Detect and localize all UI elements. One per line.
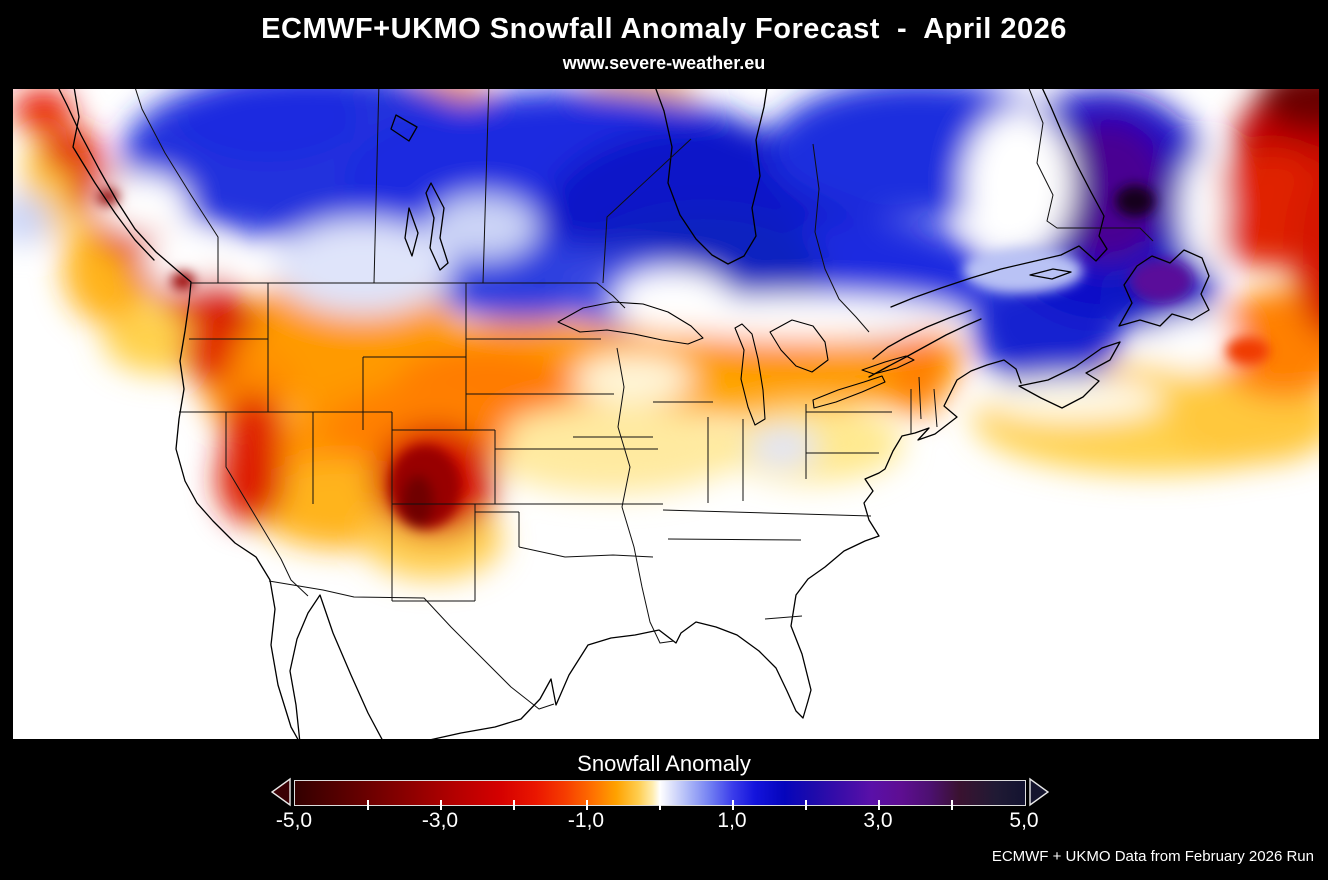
- colorbar-left-arrow-icon: [271, 777, 291, 807]
- page-subtitle: www.severe-weather.eu: [562, 53, 766, 73]
- footer-credit: ECMWF + UKMO Data from February 2026 Run: [991, 848, 1314, 865]
- map-state-borders: [135, 89, 1154, 710]
- colorbar-tick-labels: -5,0 -3,0 -1,0 1,0 3,0 5,0: [276, 809, 1039, 835]
- map-coastlines: [58, 89, 1210, 739]
- colorbar-minor-tick: [878, 800, 880, 810]
- colorbar-title: Snowfall Anomaly: [577, 751, 751, 776]
- colorbar-right-arrow-icon: [1029, 777, 1049, 807]
- colorbar-tick-label: 1,0: [717, 809, 747, 832]
- colorbar-tick-label: 5,0: [1009, 809, 1039, 832]
- colorbar-minor-tick: [732, 800, 734, 810]
- colorbar-minor-tick: [659, 800, 661, 810]
- colorbar-minor-tick: [367, 800, 369, 810]
- colorbar-minor-tick: [440, 800, 442, 810]
- colorbar-minor-tick: [951, 800, 953, 810]
- colorbar-tick-label: -5,0: [275, 809, 313, 832]
- forecast-map-container: [13, 89, 1319, 739]
- colorbar-tick-label: -1,0: [567, 809, 605, 832]
- colorbar-minor-tick: [586, 800, 588, 810]
- map-anomaly-field-cores: [97, 185, 1270, 529]
- colorbar-tick-label: -3,0: [421, 809, 459, 832]
- page-title: ECMWF+UKMO Snowfall Anomaly Forecast - A…: [261, 13, 1067, 45]
- forecast-map: [13, 89, 1319, 739]
- colorbar-minor-tick: [513, 800, 515, 810]
- colorbar-minor-tick: [805, 800, 807, 810]
- colorbar-tick-label: 3,0: [863, 809, 893, 832]
- colorbar-gradient-bar: [294, 780, 1026, 810]
- map-great-lakes-outlines: [557, 301, 915, 426]
